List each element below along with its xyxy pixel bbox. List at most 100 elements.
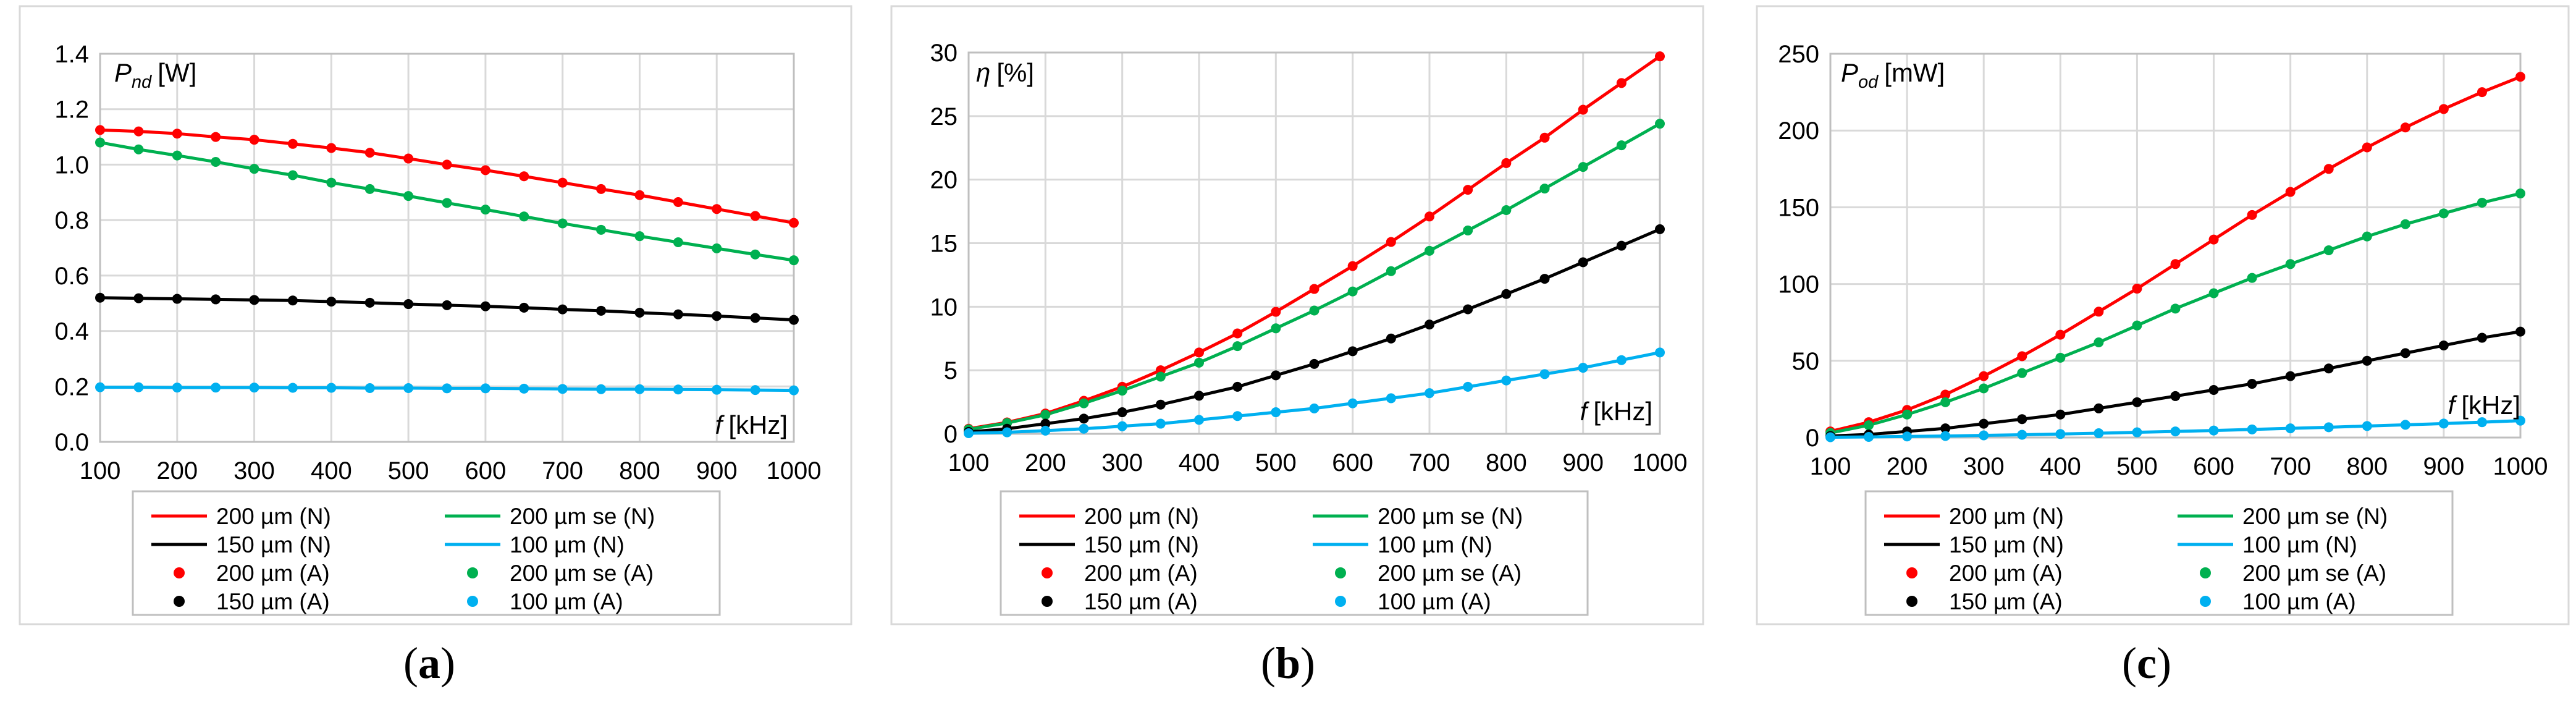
data-point (2094, 307, 2104, 317)
data-point (1386, 266, 1396, 276)
data-point (1271, 323, 1281, 334)
data-point (2170, 426, 2181, 437)
y-tick-label: 1.0 (54, 151, 89, 179)
chart-a-legend: 200 µm (N) 200 µm se (N) 150 µm (N) 100 µm … (151, 504, 655, 614)
chart-c-markers (1825, 72, 2525, 442)
data-point (2285, 371, 2296, 381)
legend-label: 150 µm (N) (1949, 532, 2064, 557)
data-point (211, 132, 221, 142)
data-point (2017, 414, 2027, 425)
data-point (2170, 303, 2181, 314)
legend-label: 100 µm (A) (1378, 589, 1491, 614)
chart-c-ylabel-sub: od (1858, 72, 1879, 92)
caption-c-letter: c (2137, 638, 2157, 688)
chart-c-ylabel-unit: [mW] (1884, 58, 1945, 87)
x-tick-label: 200 (1025, 449, 1066, 476)
data-point (1347, 286, 1358, 297)
data-point (1864, 432, 1874, 442)
data-point (2515, 72, 2525, 82)
x-tick-label: 600 (1332, 449, 1373, 476)
data-point (2055, 409, 2066, 420)
data-point (2170, 391, 2181, 401)
data-point (249, 295, 259, 305)
data-point (2208, 234, 2219, 245)
chart-c-ylabel-symbol: P (1841, 58, 1858, 87)
data-point (634, 307, 645, 318)
chart-a-markers (95, 125, 799, 396)
data-point (172, 383, 182, 393)
data-point (1271, 307, 1281, 317)
chart-a-ylabel-sub: nd (132, 72, 152, 92)
data-point (1117, 421, 1127, 431)
data-point (1079, 423, 1089, 434)
data-point (326, 143, 337, 153)
legend-marker-swatch (174, 567, 185, 578)
chart-c-yticks: 0 50 100 150 200 250 (1778, 41, 1819, 452)
data-point (1979, 371, 1989, 381)
data-point (1539, 184, 1550, 194)
caption-a-letter: a (418, 638, 440, 688)
data-point (2515, 188, 2525, 199)
x-tick-label: 1000 (1633, 449, 1688, 476)
data-point (287, 138, 298, 149)
data-point (1539, 274, 1550, 284)
data-point (1940, 431, 1951, 441)
legend-label: 150 µm (A) (1949, 589, 2063, 614)
legend-label: 200 µm se (N) (1378, 504, 1523, 529)
data-point (442, 159, 452, 170)
legend-label: 150 µm (N) (216, 532, 331, 557)
data-point (2055, 352, 2066, 363)
data-point (1232, 341, 1243, 352)
x-tick-label: 500 (2116, 453, 2158, 480)
legend-label: 200 µm se (A) (2242, 561, 2386, 586)
data-point (1616, 355, 1627, 365)
data-point (750, 211, 760, 221)
legend-label: 200 µm (A) (1084, 561, 1198, 586)
data-point (750, 313, 760, 323)
data-point (2477, 332, 2487, 343)
data-point (2323, 164, 2334, 174)
data-point (1079, 413, 1089, 424)
data-point (1940, 389, 1951, 400)
y-tick-label: 200 (1778, 117, 1819, 145)
legend-label: 100 µm (A) (510, 589, 623, 614)
data-point (1347, 261, 1358, 271)
data-point (95, 382, 105, 392)
data-point (1979, 430, 1989, 441)
chart-a-svg: 0.0 0.2 0.4 0.6 0.8 1.0 1.2 1.4 100 200 300 400 500… (19, 5, 852, 625)
data-point (1864, 420, 1874, 431)
x-tick-label: 800 (1486, 449, 1527, 476)
data-point (596, 224, 607, 235)
data-point (1463, 225, 1473, 235)
data-point (364, 148, 375, 158)
data-point (1194, 357, 1204, 368)
chart-c-legend: 200 µm (N) 200 µm se (N) 150 µm (N) 100 µm … (1884, 504, 2388, 614)
legend-marker-swatch (467, 567, 478, 578)
data-point (1040, 418, 1051, 429)
data-point (712, 243, 722, 253)
data-point (557, 304, 568, 315)
legend-marker-swatch (1906, 567, 1917, 578)
data-point (2400, 420, 2410, 430)
data-point (2477, 417, 2487, 428)
chart-b-yticks: 0 5 10 15 20 25 30 (930, 40, 958, 448)
data-point (673, 384, 683, 395)
y-tick-label: 250 (1778, 41, 1819, 68)
x-tick-label: 300 (1101, 449, 1143, 476)
chart-c-legend-box (1864, 490, 2454, 616)
data-point (326, 383, 337, 393)
data-point (1979, 383, 1989, 394)
data-point (1501, 158, 1512, 168)
data-point (1578, 363, 1588, 373)
data-point (403, 299, 414, 310)
x-tick-label: 800 (2346, 453, 2388, 480)
data-point (519, 171, 529, 182)
y-tick-label: 0.8 (54, 207, 89, 234)
chart-b-ylabel-unit: [%] (996, 58, 1034, 87)
data-point (2247, 424, 2257, 434)
data-point (2362, 421, 2372, 431)
y-tick-label: 0 (1806, 425, 1819, 452)
data-point (1079, 398, 1089, 409)
data-point (964, 428, 974, 438)
data-point (1539, 369, 1550, 379)
